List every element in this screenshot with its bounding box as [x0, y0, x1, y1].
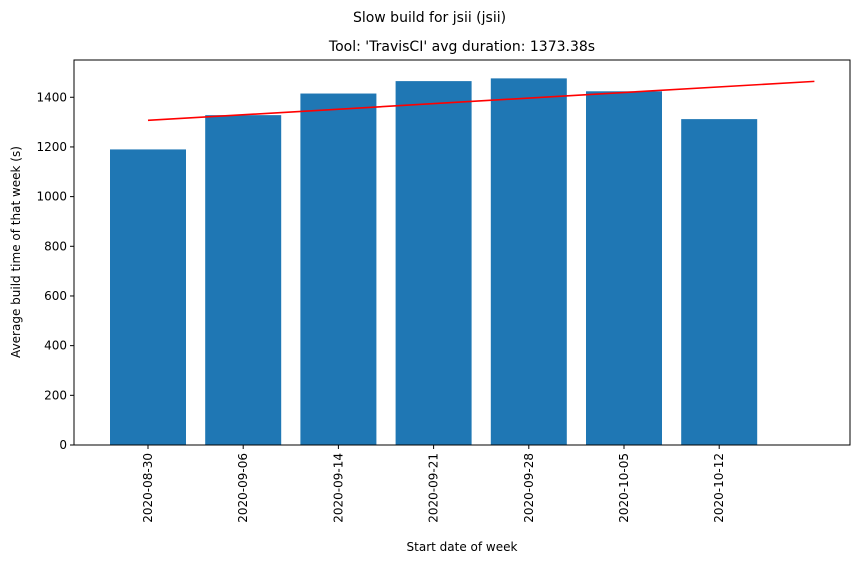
y-tick-label: 0 [59, 438, 67, 452]
x-tick-label: 2020-09-21 [427, 453, 441, 523]
bars-group [110, 78, 758, 446]
x-axis: 2020-08-30 2020-09-06 2020-09-14 2020-09-21… [141, 445, 726, 523]
y-axis-label: Average build time of that week (s) [9, 146, 23, 358]
plot-frame [73, 59, 851, 446]
y-tick-label: 1200 [36, 140, 67, 154]
x-tick-label: 2020-10-12 [712, 453, 726, 523]
x-tick-label: 2020-10-05 [617, 453, 631, 523]
chart-title: Tool: 'TravisCI' avg duration: 1373.38s [328, 39, 595, 55]
y-tick-label: 400 [44, 339, 67, 353]
y-tick-label: 1000 [36, 190, 67, 204]
trend-group [147, 80, 815, 122]
y-tick-label: 1400 [36, 90, 67, 104]
trend-line [147, 80, 815, 122]
bar [681, 119, 758, 446]
y-tick-label: 200 [44, 388, 67, 402]
y-tick-label: 800 [44, 239, 67, 253]
y-axis: 0 200 400 600 800 1000 1200 1400 [36, 90, 74, 452]
bar [300, 93, 377, 445]
bar [205, 115, 282, 445]
bar [110, 149, 186, 445]
y-tick-label: 600 [44, 289, 67, 303]
chart-suptitle: Slow build for jsii (jsii) [353, 10, 506, 26]
x-axis-label: Start date of week [407, 540, 518, 554]
bar [490, 78, 567, 445]
x-tick-label: 2020-09-14 [331, 453, 345, 523]
bar [395, 81, 472, 445]
x-tick-label: 2020-08-30 [141, 453, 155, 523]
x-tick-label: 2020-09-06 [236, 453, 250, 523]
x-tick-label: 2020-09-28 [522, 453, 536, 523]
bar [586, 91, 662, 445]
